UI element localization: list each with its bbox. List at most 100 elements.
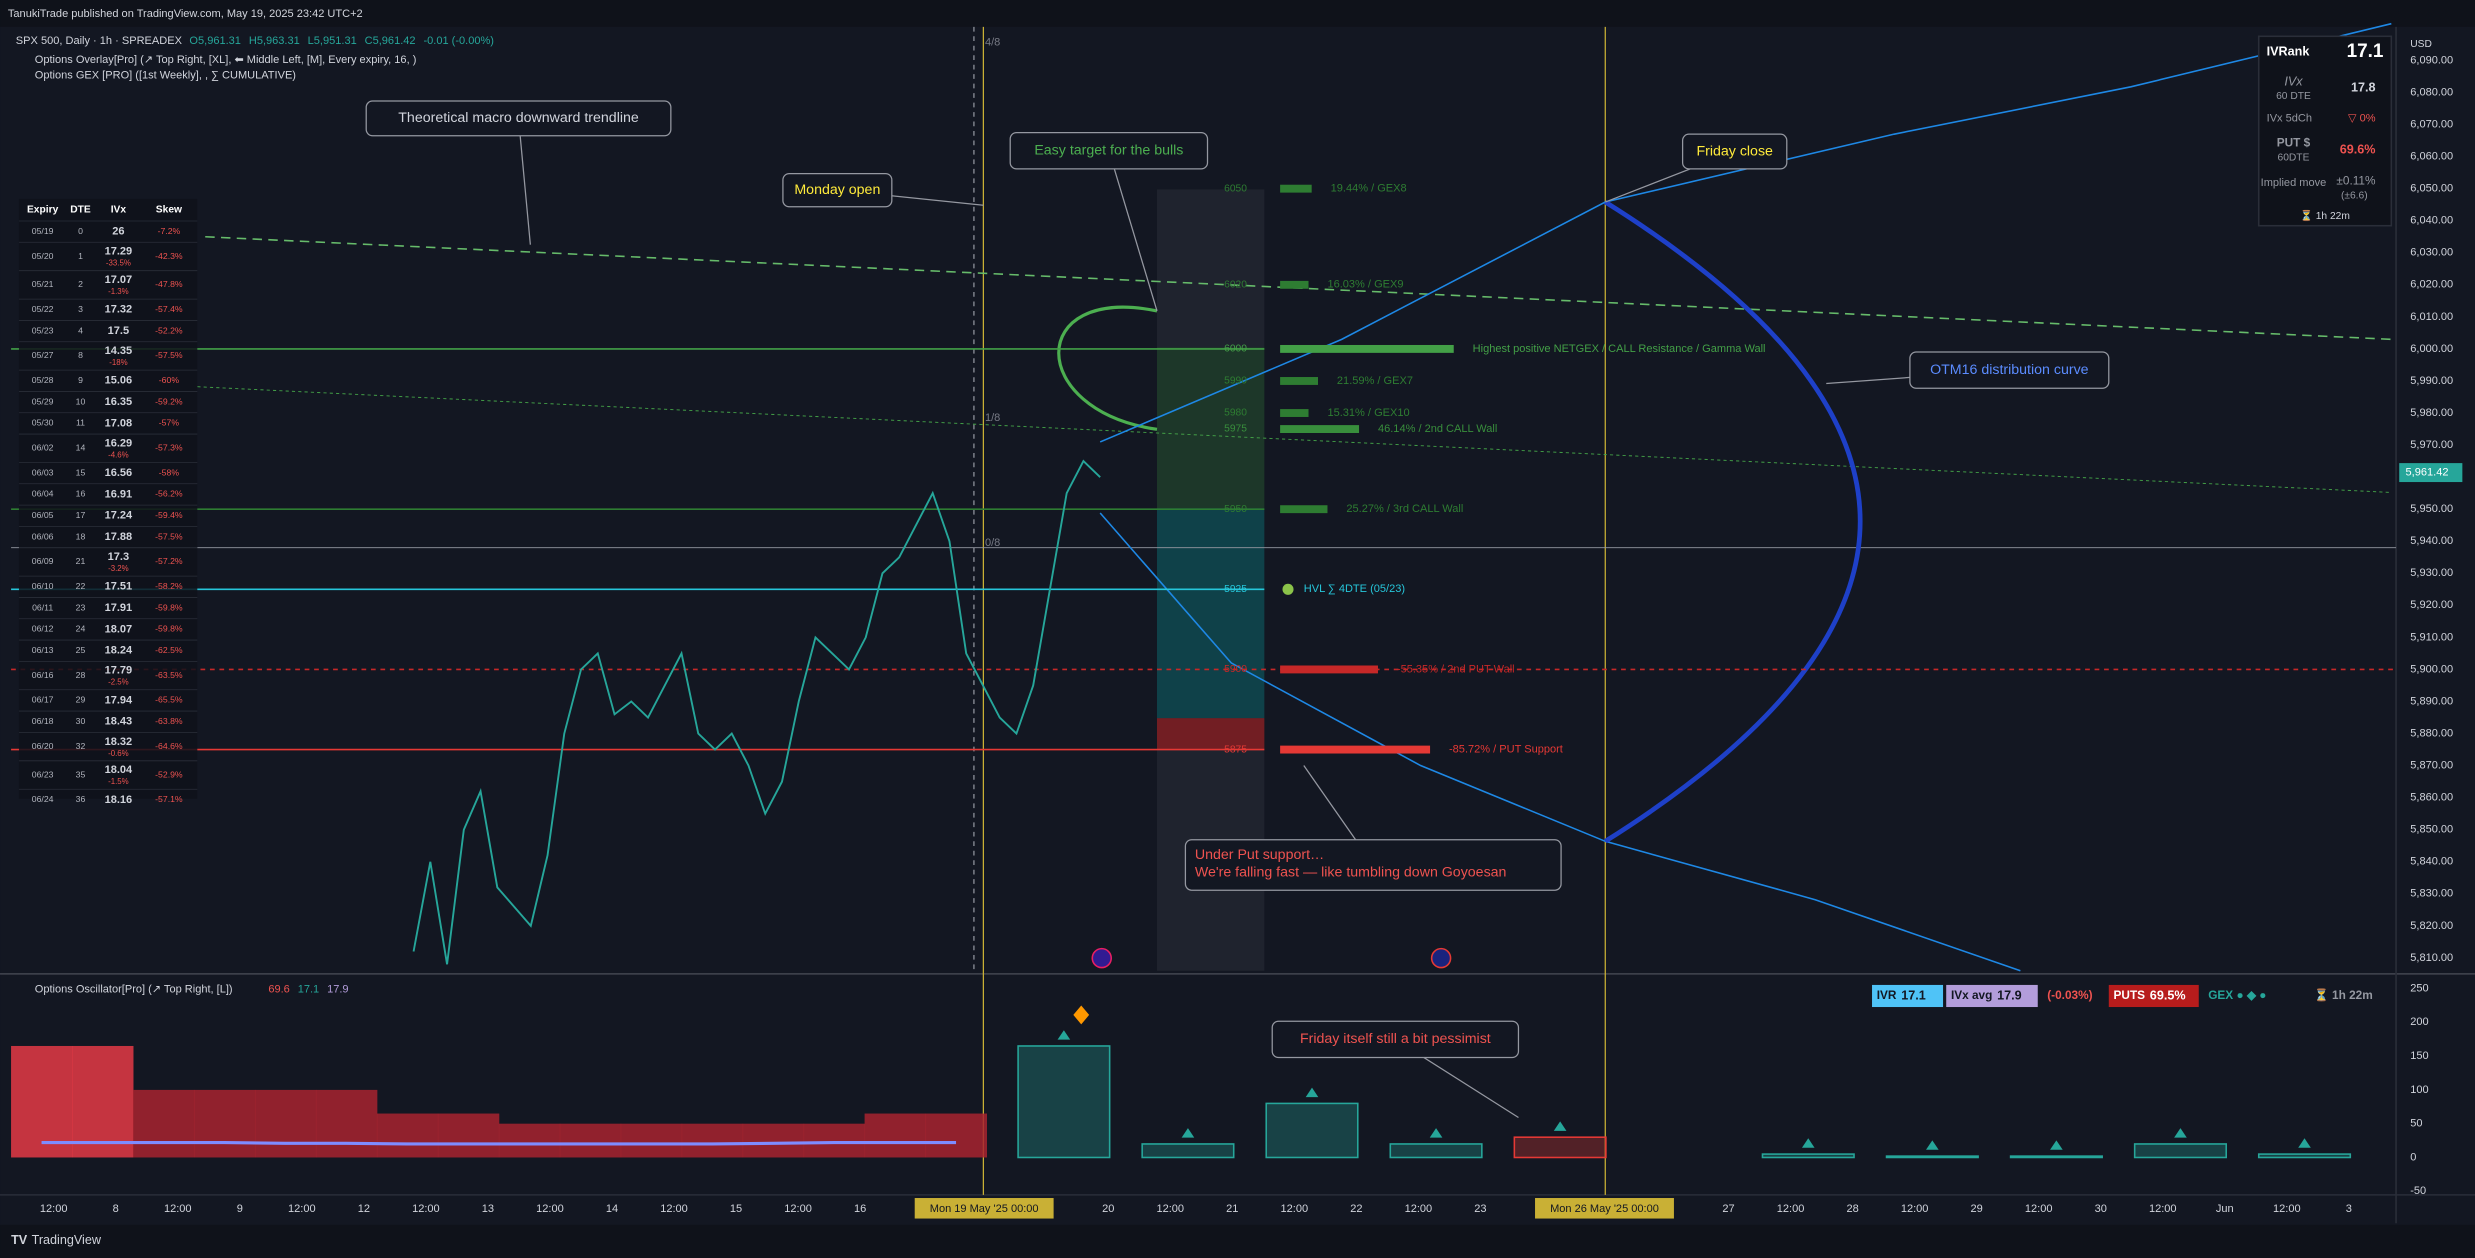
table-subcell: -3.2% xyxy=(108,564,129,573)
x-tick-label: 3 xyxy=(2346,1203,2352,1215)
event-icon[interactable] xyxy=(1430,947,1452,969)
badge-label: GEX ● ◆ ● xyxy=(2208,988,2266,1002)
badge-value: 69.5% xyxy=(2150,988,2186,1002)
table-cell: 16.29 xyxy=(105,437,133,449)
put-area xyxy=(133,1089,195,1158)
table-cell: 05/28 xyxy=(32,375,54,385)
table-cell: 0 xyxy=(78,226,83,236)
x-tick-label: 12:00 xyxy=(1156,1203,1184,1215)
table-cell: 18.43 xyxy=(105,716,133,728)
daily-marker xyxy=(2050,1140,2063,1150)
iv-ivx-label: IVx xyxy=(2284,74,2303,88)
annotation-text: Easy target for the bulls xyxy=(1034,142,1183,158)
iv-ivrank-label: IVRank xyxy=(2267,44,2311,58)
strike-label: 6000 xyxy=(1224,344,1247,355)
brand: TradingView xyxy=(32,1233,102,1247)
iv-ivx5d-label: IVx 5dCh xyxy=(2267,112,2312,124)
gex-column-put xyxy=(1157,718,1265,750)
table-cell: -65.5% xyxy=(155,695,183,705)
daily-box xyxy=(1513,1136,1607,1159)
table-cell: 17.88 xyxy=(105,531,133,543)
y-tick-label: 5,820.00 xyxy=(2410,920,2453,932)
table-cell: 18.04 xyxy=(105,764,133,776)
table-subcell: -33.5% xyxy=(106,259,131,268)
annotation-text: OTM16 distribution curve xyxy=(1930,362,2089,378)
table-cell: 15.06 xyxy=(105,375,133,387)
table-cell: 16.91 xyxy=(105,488,133,500)
table-subcell: -4.6% xyxy=(108,450,129,459)
table-cell: 17.24 xyxy=(105,510,133,522)
iv-move-label: Implied move xyxy=(2261,177,2327,189)
table-cell: -47.8% xyxy=(155,279,183,289)
annotation-box xyxy=(1009,131,1209,170)
daily-marker xyxy=(1801,1138,1815,1148)
daily-box xyxy=(1141,1143,1235,1159)
annotation-pointer xyxy=(517,118,531,245)
level-label: -55.35% / 2nd PUT Wall xyxy=(1397,663,1515,675)
hvl-dot xyxy=(1282,583,1294,595)
x-tick-label: 21 xyxy=(1226,1203,1238,1215)
y-tick-label: 5,830.00 xyxy=(2410,888,2453,900)
table-cell: 3 xyxy=(78,304,83,314)
table-cell: 24 xyxy=(76,624,86,634)
event-icon[interactable] xyxy=(1091,947,1113,969)
put-area xyxy=(742,1123,805,1158)
x-tick-label: 12:00 xyxy=(1901,1203,1929,1215)
strike-label: 6050 xyxy=(1224,183,1247,194)
x-tick-label: 29 xyxy=(1971,1203,1983,1215)
octave-label: 1/8 xyxy=(985,412,1000,424)
indicator-name: Options GEX [PRO] ([1st Weekly], , ∑ CUM… xyxy=(35,70,296,82)
table-cell: 06/06 xyxy=(32,531,54,541)
table-cell: -57.2% xyxy=(155,556,183,566)
table-cell: 4 xyxy=(78,325,83,335)
daily-marker xyxy=(1181,1128,1195,1138)
symbol: SPX 500, Daily · 1h · SPREADEX xyxy=(16,35,183,47)
level-label: 15.31% / GEX10 xyxy=(1327,407,1409,419)
badge-value: 17.9 xyxy=(1997,988,2022,1002)
daily-marker xyxy=(1553,1121,1567,1131)
annotation-text: Theoretical macro downward trendline xyxy=(398,110,639,126)
oscillator-reading: 17.9 xyxy=(327,984,348,996)
badge-label: IVx avg xyxy=(1951,988,1992,1002)
oscillator-reading: 69.6 xyxy=(268,984,289,996)
annotation-box xyxy=(1271,1020,1520,1059)
ivx-line xyxy=(41,1141,957,1146)
table-cell: -57.3% xyxy=(155,443,183,453)
otm-distribution-curve xyxy=(1604,200,1863,844)
iv-put: 69.6% xyxy=(2340,142,2376,156)
annotation-box xyxy=(1184,839,1562,891)
x-tick-label: 9 xyxy=(237,1203,243,1215)
table-cell: -57.1% xyxy=(155,794,183,804)
y-tick-label: 5,980.00 xyxy=(2410,407,2453,419)
x-tick-label: 22 xyxy=(1350,1203,1362,1215)
table-cell: 16.35 xyxy=(105,396,133,408)
table-cell: -58.2% xyxy=(155,581,183,591)
annotation-box xyxy=(782,172,893,208)
table-cell: 17.29 xyxy=(105,246,133,258)
daily-box xyxy=(2009,1155,2103,1159)
table-cell: -56.2% xyxy=(155,489,183,499)
x-tick-label: 12:00 xyxy=(412,1203,440,1215)
y-tick-label: 6,050.00 xyxy=(2410,183,2453,195)
annotation-text: We're falling fast — like tumbling down … xyxy=(1195,865,1507,881)
table-subcell: -18% xyxy=(109,358,127,367)
iv-move: ±0.11% xyxy=(2336,174,2376,188)
y-tick-label: 6,080.00 xyxy=(2410,86,2453,98)
x-tick-label: 23 xyxy=(1474,1203,1486,1215)
table-cell: 36 xyxy=(76,794,86,804)
put-area xyxy=(925,1113,988,1158)
annotation-box xyxy=(365,100,672,137)
y-tick-label: 5,930.00 xyxy=(2410,567,2453,579)
table-cell: 06/18 xyxy=(32,716,54,726)
table-cell: 16.56 xyxy=(105,467,133,479)
table-cell: 06/13 xyxy=(32,645,54,655)
table-cell: 35 xyxy=(76,769,86,779)
badge xyxy=(2108,984,2199,1008)
table-subcell: -1.3% xyxy=(108,287,129,296)
daily-marker xyxy=(2174,1128,2187,1138)
x-tick-label: 27 xyxy=(1722,1203,1734,1215)
table-cell: 17.3 xyxy=(108,551,129,563)
table-cell: 8 xyxy=(78,350,83,360)
table-cell: 14 xyxy=(76,443,86,453)
x-tick-label: 12:00 xyxy=(2273,1203,2301,1215)
